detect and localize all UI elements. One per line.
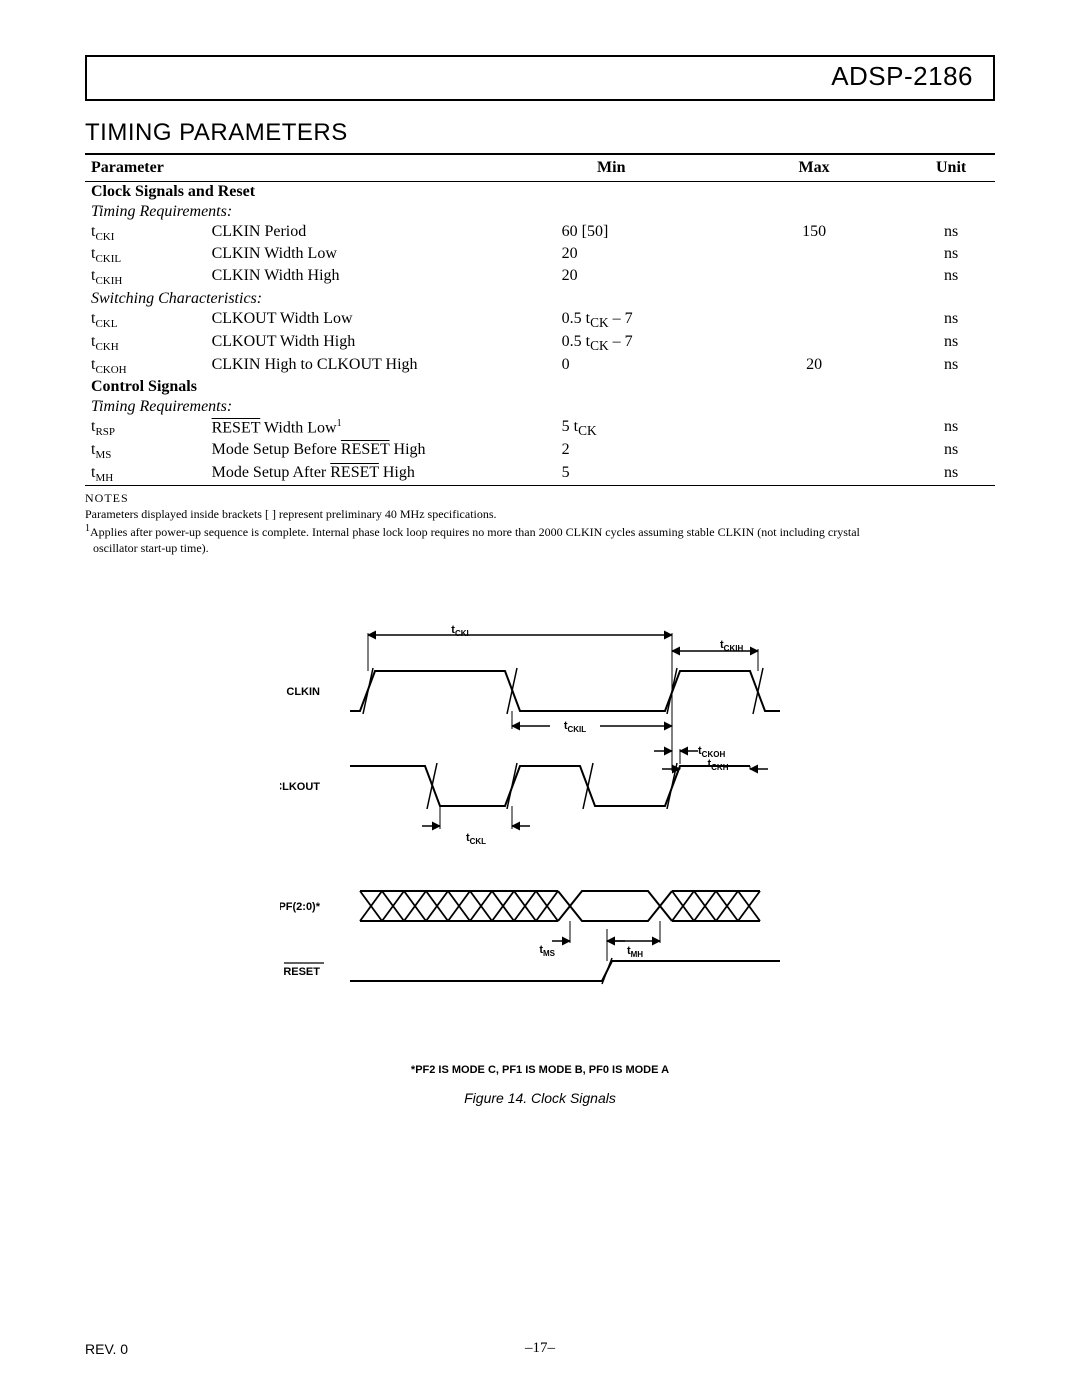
table-row: tMHMode Setup After RESET High5ns (85, 463, 995, 486)
svg-text:tCKI: tCKI (451, 624, 468, 638)
notes-line: 1Applies after power-up sequence is comp… (85, 522, 995, 540)
table-subhead-row: Timing Requirements: (85, 202, 995, 222)
table-row: tCKOHCLKIN High to CLKOUT High020ns (85, 355, 995, 377)
table-row: tCKHCLKOUT Width High0.5 tCK – 7ns (85, 332, 995, 355)
notes: NOTES Parameters displayed inside bracke… (85, 490, 995, 557)
col-max: Max (721, 154, 907, 182)
table-row: tCKICLKIN Period60 [50]150ns (85, 222, 995, 244)
col-min: Min (502, 154, 721, 182)
header-box: ADSP-2186 (85, 55, 995, 101)
datasheet-page: ADSP-2186 TIMING PARAMETERS Parameter Mi… (0, 0, 1080, 1397)
svg-text:RESET: RESET (283, 966, 320, 978)
col-parameter: Parameter (85, 154, 502, 182)
notes-line: Parameters displayed inside brackets [ ]… (85, 506, 995, 522)
svg-text:tMS: tMS (539, 944, 555, 958)
timing-parameters-table: Parameter Min Max Unit Clock Signals and… (85, 153, 995, 486)
table-row: tRSPRESET Width Low15 tCKns (85, 417, 995, 440)
table-header-row: Parameter Min Max Unit (85, 154, 995, 182)
svg-text:tCKH: tCKH (707, 758, 728, 772)
table-subhead-row: Switching Characteristics: (85, 289, 995, 309)
table-section-row: Clock Signals and Reset (85, 182, 995, 203)
svg-text:tCKIH: tCKIH (720, 639, 743, 653)
timing-diagram-svg: CLKIN tCKI tCKIH tCKIL CLKOUT tCKOHtCKH tCKL PF… (280, 621, 800, 1041)
footer-page: –17– (0, 1340, 1080, 1357)
product-name: ADSP-2186 (831, 61, 973, 92)
figure-caption: Figure 14. Clock Signals (85, 1090, 995, 1106)
table-row: tCKIHCLKIN Width High20ns (85, 266, 995, 288)
svg-text:tMH: tMH (627, 945, 643, 959)
figure-clock-signals: CLKIN tCKI tCKIH tCKIL CLKOUT tCKOHtCKH tCKL PF… (85, 621, 995, 1106)
table-row: tCKILCLKIN Width Low20ns (85, 244, 995, 266)
svg-text:CLKOUT: CLKOUT (280, 781, 320, 793)
svg-text:tCKL: tCKL (466, 832, 486, 846)
table-row: tCKLCLKOUT Width Low0.5 tCK – 7ns (85, 309, 995, 332)
svg-text:PF(2:0)*: PF(2:0)* (280, 901, 321, 913)
table-row: tMSMode Setup Before RESET High2ns (85, 440, 995, 462)
figure-footnote: *PF2 IS MODE C, PF1 IS MODE B, PF0 IS MO… (85, 1064, 995, 1076)
table-section-row: Control Signals (85, 377, 995, 397)
col-unit: Unit (907, 154, 995, 182)
notes-line: oscillator start-up time). (85, 540, 995, 556)
svg-text:CLKIN: CLKIN (286, 686, 320, 698)
notes-header: NOTES (85, 490, 995, 506)
table-subhead-row: Timing Requirements: (85, 397, 995, 417)
section-title: TIMING PARAMETERS (85, 119, 995, 147)
svg-text:tCKIL: tCKIL (564, 720, 586, 734)
svg-text:tCKOH: tCKOH (698, 745, 725, 759)
